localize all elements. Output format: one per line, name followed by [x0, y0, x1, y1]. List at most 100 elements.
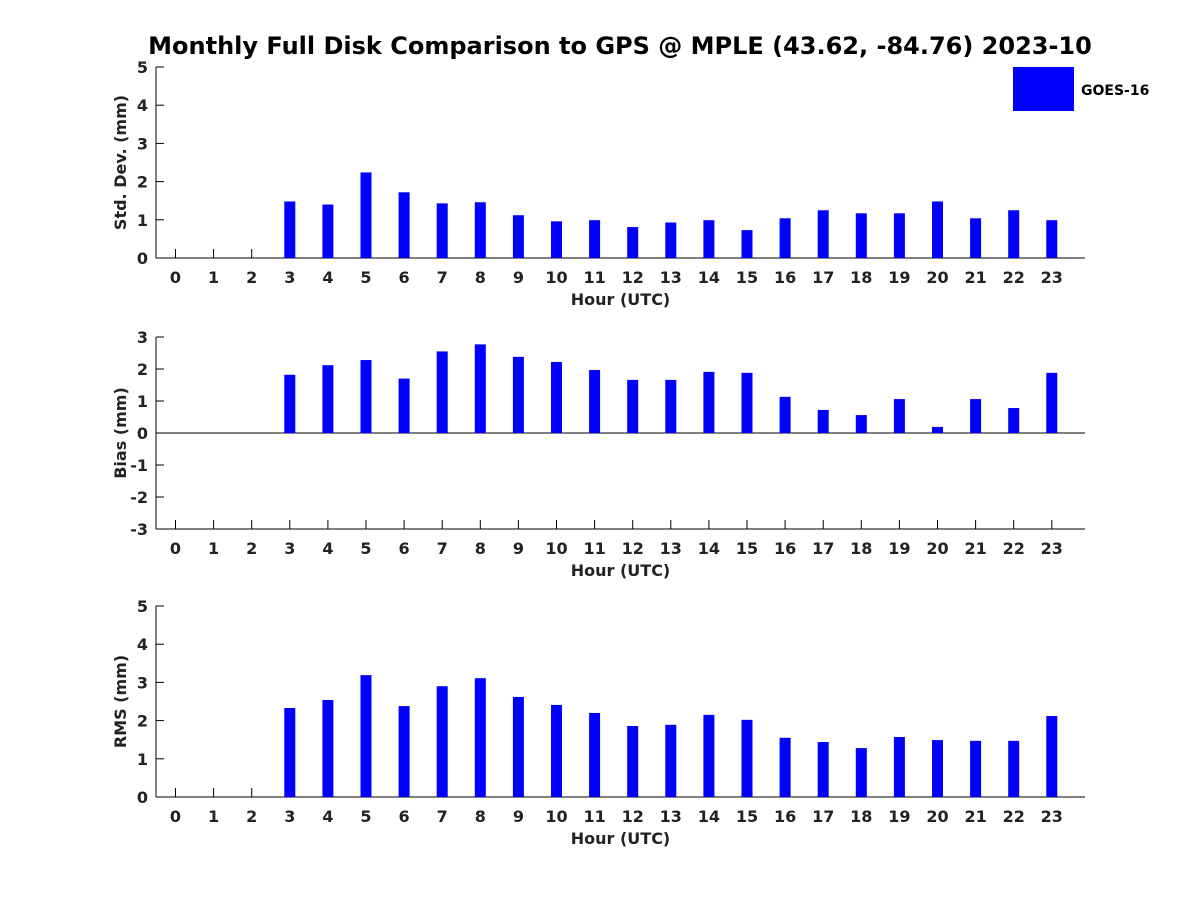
y-tick-label: 2 [137, 173, 148, 192]
x-tick-label: 13 [660, 268, 682, 287]
x-tick-label: 23 [1041, 268, 1063, 287]
bar-hour-14 [703, 371, 715, 433]
y-tick-label: 1 [137, 211, 148, 230]
bar-hour-22 [1008, 740, 1020, 797]
x-tick-label: 7 [437, 807, 448, 826]
x-tick-label: 8 [475, 807, 486, 826]
bar-hour-9 [512, 696, 524, 797]
y-tick-label: -3 [130, 520, 148, 539]
y-tick-label: 3 [137, 328, 148, 347]
bar-hour-4 [322, 699, 334, 797]
x-tick-label: 17 [812, 807, 834, 826]
y-tick-label: 2 [137, 360, 148, 379]
bar-hour-8 [474, 202, 486, 258]
x-tick-label: 8 [475, 539, 486, 558]
x-tick-label: 16 [774, 539, 796, 558]
bar-hour-9 [512, 356, 524, 433]
x-tick-label: 4 [322, 268, 333, 287]
bar-hour-17 [817, 409, 829, 433]
bar-hour-12 [627, 379, 639, 433]
bar-hour-3 [284, 374, 296, 433]
x-tick-label: 16 [774, 268, 796, 287]
bar-hour-23 [1046, 372, 1058, 433]
bar-hour-19 [893, 737, 905, 797]
bar-hour-15 [741, 372, 753, 433]
bar-hour-3 [284, 707, 296, 797]
y-axis-label: Bias (mm) [111, 387, 130, 479]
bar-hour-18 [855, 213, 867, 258]
bar-hour-3 [284, 201, 296, 258]
bar-hour-14 [703, 220, 715, 258]
bar-hour-7 [436, 203, 448, 258]
y-tick-label: 5 [137, 597, 148, 616]
x-tick-label: 18 [850, 807, 872, 826]
legend: GOES-16 [1013, 67, 1149, 111]
x-tick-label: 3 [284, 268, 295, 287]
x-tick-label: 10 [545, 539, 567, 558]
x-tick-label: 1 [208, 807, 219, 826]
bar-hour-11 [589, 712, 601, 797]
x-tick-label: 9 [513, 807, 524, 826]
x-tick-label: 5 [360, 268, 371, 287]
bar-hour-15 [741, 230, 753, 258]
legend-label: GOES-16 [1081, 83, 1149, 99]
bar-hour-18 [855, 415, 867, 433]
y-tick-label: 4 [137, 635, 148, 654]
chart-title: Monthly Full Disk Comparison to GPS @ MP… [148, 32, 1092, 60]
y-tick-label: 3 [137, 134, 148, 153]
bar-hour-13 [665, 724, 677, 797]
bar-hour-6 [398, 192, 410, 258]
x-axis-label: Hour (UTC) [571, 561, 671, 580]
x-tick-label: 14 [698, 539, 720, 558]
x-tick-label: 1 [208, 268, 219, 287]
y-tick-label: -2 [130, 488, 148, 507]
bar-hour-7 [436, 351, 448, 433]
x-tick-label: 19 [888, 807, 910, 826]
bar-hour-10 [551, 361, 562, 433]
bar-hour-20 [932, 740, 943, 797]
y-tick-label: 1 [137, 392, 148, 411]
bar-hour-16 [779, 737, 791, 797]
x-tick-label: 18 [850, 539, 872, 558]
y-tick-label: -1 [130, 456, 148, 475]
bar-hour-7 [436, 686, 448, 797]
y-tick-label: 0 [137, 424, 148, 443]
x-tick-label: 11 [583, 807, 605, 826]
bar-hour-10 [551, 704, 562, 797]
bar-hour-5 [360, 172, 372, 258]
x-tick-label: 7 [437, 539, 448, 558]
x-tick-label: 9 [513, 539, 524, 558]
bar-hour-22 [1008, 408, 1020, 433]
x-tick-label: 15 [736, 539, 758, 558]
y-tick-label: 0 [137, 249, 148, 268]
bar-hour-21 [970, 740, 982, 797]
x-tick-label: 20 [926, 539, 948, 558]
x-tick-label: 21 [964, 539, 986, 558]
y-tick-label: 2 [137, 712, 148, 731]
x-tick-label: 13 [660, 539, 682, 558]
x-tick-label: 20 [926, 807, 948, 826]
bar-hour-20 [932, 426, 943, 433]
x-tick-label: 9 [513, 268, 524, 287]
x-tick-label: 22 [1003, 539, 1025, 558]
bar-hour-6 [398, 706, 410, 797]
bar-hour-17 [817, 210, 829, 258]
x-axis-label: Hour (UTC) [571, 829, 671, 848]
y-tick-label: 1 [137, 750, 148, 769]
x-tick-label: 11 [583, 539, 605, 558]
bar-hour-19 [893, 399, 905, 433]
x-tick-label: 22 [1003, 268, 1025, 287]
x-tick-label: 15 [736, 268, 758, 287]
x-tick-label: 14 [698, 807, 720, 826]
x-tick-label: 18 [850, 268, 872, 287]
y-tick-label: 4 [137, 96, 148, 115]
bar-hour-8 [474, 344, 486, 433]
x-tick-label: 3 [284, 539, 295, 558]
x-axis-label: Hour (UTC) [571, 290, 671, 309]
x-tick-label: 23 [1041, 539, 1063, 558]
x-tick-label: 3 [284, 807, 295, 826]
y-axis-label: RMS (mm) [111, 655, 130, 748]
x-tick-label: 8 [475, 268, 486, 287]
x-tick-label: 10 [545, 268, 567, 287]
